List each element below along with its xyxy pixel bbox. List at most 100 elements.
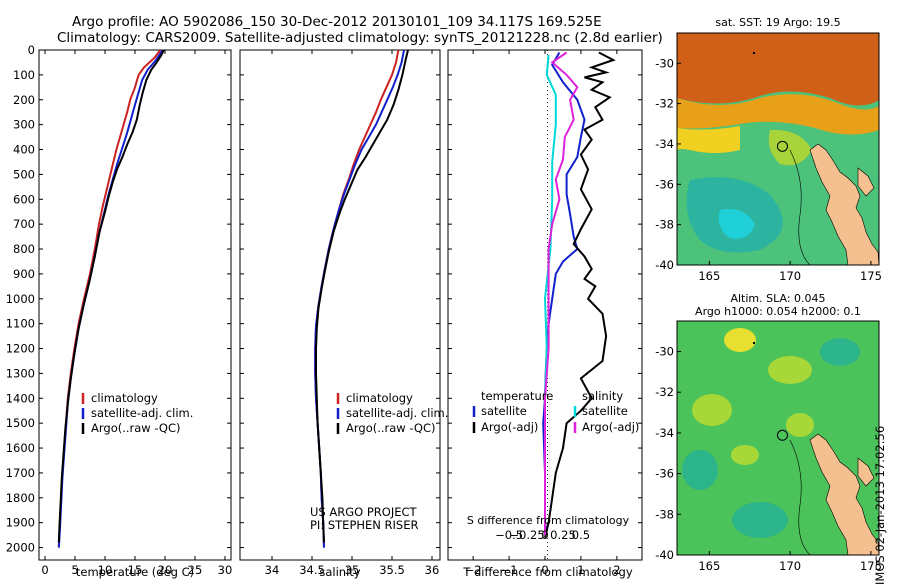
s-diff-tick-label: 0.5 <box>572 528 590 542</box>
map-y-tick-label: -32 <box>655 385 674 399</box>
x-tick-label: 20 <box>158 563 173 577</box>
sla-marker-dot <box>753 342 755 344</box>
legend-label: Argo(-adj) <box>481 420 538 434</box>
x-tick-label: 1 <box>577 563 584 577</box>
temperature-panel: 0100200300400500600700800900100011001200… <box>6 43 233 579</box>
sla-low-patch-2 <box>732 502 788 538</box>
sst-map-frame <box>676 32 880 266</box>
depth-tick-label: 300 <box>13 118 35 132</box>
map-y-tick-label: -36 <box>655 467 674 481</box>
depth-tick-label: 1700 <box>6 466 35 480</box>
x-tick-label: 36 <box>425 563 440 577</box>
depth-tick-label: 1600 <box>6 441 35 455</box>
sst-green-patch <box>768 129 812 166</box>
map-x-tick-label: 175 <box>860 269 882 283</box>
depth-tick-label: 1800 <box>6 491 35 505</box>
sst-island <box>857 167 875 197</box>
sla-map-frame <box>676 320 880 556</box>
depth-ticks: 0 100 200 300 400 500 600 700 800 900 1000 1100 1200… <box>6 43 231 555</box>
sst-marker-dot <box>753 52 755 54</box>
sla-patch-4 <box>786 413 814 437</box>
map-x-tick-label: 170 <box>779 269 801 283</box>
sst-depth-contour <box>789 149 811 265</box>
map-y-tick-label: -38 <box>655 507 674 521</box>
depth-tick-label: 1000 <box>6 292 35 306</box>
sla-map-title-2: Argo h1000: 0.054 h2000: 0.1 <box>695 305 861 318</box>
x-tick-label: −2 <box>465 563 482 577</box>
depth-tick-label: 2000 <box>6 541 35 555</box>
map-y-tick-label: -40 <box>655 548 674 562</box>
depth-tick-label: 800 <box>13 242 35 256</box>
legend-label: climatology <box>346 391 413 405</box>
sst-warm-region <box>677 33 879 106</box>
sla-depth-contour <box>789 439 811 555</box>
x-tick-label: 35.5 <box>379 563 405 577</box>
project-annotation-line-1: US ARGO PROJECT <box>310 505 418 519</box>
legend-label: satellite-adj. clim. <box>346 406 448 420</box>
credit-stamp: IMOS 02-Jan-2013 17:02:56 <box>873 425 887 585</box>
map-y-tick-label: -36 <box>655 177 674 191</box>
sla-high-patch-1 <box>724 328 756 352</box>
x-tick-label: 34 <box>265 563 280 577</box>
difference-depth-ticks <box>448 49 642 549</box>
map-x-tick-label: 170 <box>779 559 801 573</box>
temperature-axes-box <box>38 49 232 561</box>
sla-coastline <box>809 433 879 555</box>
x-tick-label: 5 <box>71 563 78 577</box>
map-y-tick-label: -38 <box>655 218 674 232</box>
map-y-tick-label: -30 <box>655 56 674 70</box>
temperature-xlabel: temperature (deg C) <box>76 565 194 579</box>
depth-tick-label: 100 <box>13 68 35 82</box>
t-difference-ticks: −2 −1 0 1 2 <box>465 50 621 577</box>
map-y-tick-label: -34 <box>655 137 674 151</box>
s-diff-tick-label: −0.5 <box>495 528 523 542</box>
legend-label: satellite <box>582 404 628 418</box>
sst-map-ticks: 165 170 175 -30 -32 -34 -36 -38 -40 <box>655 56 882 283</box>
legend-label: satellite-adj. clim. <box>91 406 193 420</box>
x-tick-label: 35 <box>345 563 360 577</box>
sla-low-patch-3 <box>820 338 860 366</box>
temperature-ticks: 0 5 10 15 20 25 30 <box>41 50 232 577</box>
x-tick-label: 30 <box>218 563 233 577</box>
sla-patch-5 <box>731 445 759 465</box>
x-tick-label: 15 <box>128 563 143 577</box>
t-difference-xlabel: T difference from climatology <box>462 565 633 579</box>
salinity-ticks: 34 34.5 35 35.5 36 <box>265 50 440 577</box>
depth-tick-label: 1300 <box>6 366 35 380</box>
depth-tick-label: 200 <box>13 93 35 107</box>
x-tick-label: −1 <box>501 563 518 577</box>
sst-coastline <box>809 143 879 265</box>
x-tick-label: 0 <box>541 563 548 577</box>
difference-panel: −2 −1 0 1 2 S difference from climatology −0… <box>447 49 643 579</box>
s-difference-ticks: −0.5−0.250 0.250.5 <box>495 528 590 542</box>
sla-map-title-1: Altim. SLA: 0.045 <box>730 292 825 305</box>
depth-tick-label: 600 <box>13 192 35 206</box>
legend-group-title: temperature <box>481 389 553 403</box>
depth-tick-label: 0 <box>28 43 35 57</box>
sla-profile-location <box>776 429 788 441</box>
sla-map-panel: Altim. SLA: 0.045 Argo h1000: 0.054 h200… <box>655 292 882 573</box>
sst-yellow-region <box>677 126 740 153</box>
depth-tick-label: 1900 <box>6 516 35 530</box>
sst-map-title: sat. SST: 19 Argo: 19.5 <box>715 16 840 29</box>
map-x-tick-label: 165 <box>698 559 720 573</box>
map-x-tick-label: 165 <box>698 269 720 283</box>
project-annotation-line-2: PI: STEPHEN RISER <box>310 518 419 532</box>
sla-map-ticks: 165 170 175 -30 -32 -34 -36 -38 -40 <box>655 345 882 573</box>
x-tick-label: 34.5 <box>299 563 325 577</box>
x-tick-label: 2 <box>613 563 620 577</box>
sst-map-panel: sat. SST: 19 Argo: 19.5 165 170 175 -30 -32 -… <box>655 16 882 283</box>
s-diff-tick-label: −0.25 <box>509 528 544 542</box>
salinity-axes-box <box>239 49 441 561</box>
sst-cyan-patch <box>718 209 755 239</box>
x-tick-label: 0 <box>41 563 48 577</box>
series-line <box>544 51 579 536</box>
depth-tick-label: 1200 <box>6 342 35 356</box>
x-tick-label: 25 <box>188 563 203 577</box>
depth-tick-label: 400 <box>13 143 35 157</box>
temperature-series <box>57 50 165 548</box>
depth-tick-label: 1500 <box>6 416 35 430</box>
